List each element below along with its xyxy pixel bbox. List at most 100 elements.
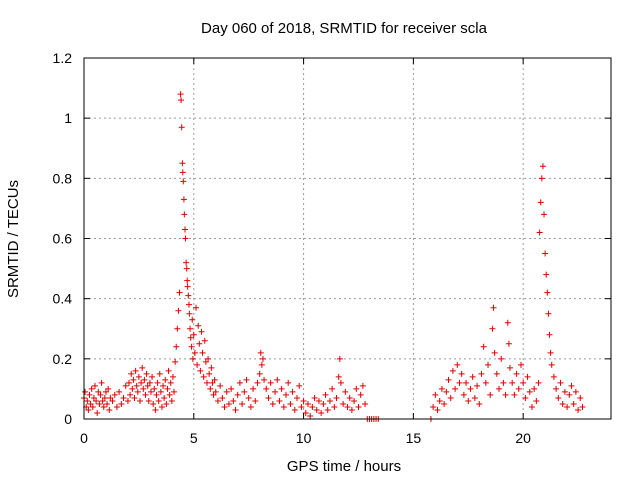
data-point-marker — [449, 367, 456, 374]
plot-area-frame — [83, 57, 612, 420]
data-point-marker — [217, 382, 224, 389]
y-tick-label: 0.4 — [53, 291, 73, 307]
data-point-marker — [138, 379, 145, 386]
data-point-marker — [90, 394, 97, 401]
data-point-marker — [163, 400, 170, 407]
data-point-marker — [219, 394, 226, 401]
data-point-marker — [256, 370, 263, 377]
data-point-marker — [139, 364, 146, 371]
data-point-marker — [230, 397, 237, 404]
data-point-marker — [566, 391, 573, 398]
data-point-marker — [194, 361, 201, 368]
data-point-marker — [124, 397, 131, 404]
data-point-marker — [291, 406, 298, 413]
data-point-marker — [463, 379, 470, 386]
data-point-marker — [320, 400, 327, 407]
data-point-marker — [458, 370, 465, 377]
y-tick-label: 0.6 — [53, 231, 73, 247]
data-point-marker — [476, 400, 483, 407]
data-point-marker — [153, 391, 160, 398]
data-point-marker — [474, 382, 481, 389]
data-point-marker — [511, 391, 518, 398]
data-point-marker — [478, 370, 485, 377]
data-point-marker — [134, 388, 141, 395]
data-point-marker — [447, 394, 454, 401]
data-point-marker — [171, 388, 178, 395]
data-point-marker — [353, 385, 360, 392]
data-point-marker — [202, 358, 209, 365]
data-point-marker — [337, 379, 344, 386]
data-point-marker — [254, 379, 261, 386]
data-point-marker — [135, 373, 142, 380]
data-point-marker — [180, 196, 187, 203]
data-point-marker — [207, 385, 214, 392]
data-point-marker — [443, 388, 450, 395]
data-point-marker — [315, 397, 322, 404]
data-point-marker — [568, 382, 575, 389]
data-point-marker — [107, 394, 114, 401]
data-point-marker — [491, 349, 498, 356]
data-point-marker — [187, 334, 194, 341]
data-point-marker — [247, 403, 254, 410]
data-point-marker — [164, 385, 171, 392]
data-point-marker — [326, 397, 333, 404]
y-tick-label: 1.2 — [53, 50, 73, 66]
data-point-marker — [120, 394, 127, 401]
data-point-marker — [146, 379, 153, 386]
data-point-marker — [174, 325, 181, 332]
data-point-marker — [250, 385, 257, 392]
data-point-marker — [149, 373, 156, 380]
data-point-marker — [184, 283, 191, 290]
data-point-marker — [161, 394, 168, 401]
y-tick-labels: 0 0.2 0.4 0.6 0.8 1 1.2 — [53, 50, 73, 427]
data-point-marker — [144, 382, 151, 389]
data-point-marker — [201, 337, 208, 344]
data-point-marker — [165, 367, 172, 374]
data-point-marker — [541, 211, 548, 218]
data-point-marker — [267, 379, 274, 386]
data-point-marker — [471, 394, 478, 401]
data-point-marker — [243, 376, 250, 383]
data-point-marker — [168, 397, 175, 404]
data-point-marker — [143, 370, 150, 377]
data-point-marker — [482, 379, 489, 386]
data-point-marker — [293, 394, 300, 401]
data-point-marker — [177, 91, 184, 98]
data-point-marker — [545, 310, 552, 317]
data-point-marker — [151, 385, 158, 392]
data-point-marker — [182, 235, 189, 242]
data-point-marker — [239, 400, 246, 407]
data-point-marker — [311, 394, 318, 401]
data-point-marker — [190, 331, 197, 338]
data-point-marker — [460, 391, 467, 398]
data-point-marker — [133, 382, 140, 389]
y-tick-label: 1 — [64, 110, 72, 126]
data-point-marker — [434, 406, 441, 413]
data-point-marker — [97, 391, 104, 398]
data-point-marker — [531, 385, 538, 392]
data-point-marker — [355, 403, 362, 410]
data-point-marker — [436, 397, 443, 404]
data-point-marker — [189, 355, 196, 362]
data-point-marker — [344, 403, 351, 410]
data-point-marker — [289, 388, 296, 395]
data-point-marker — [211, 376, 218, 383]
data-point-marker — [324, 406, 331, 413]
data-point-marker — [526, 388, 533, 395]
data-point-marker — [533, 397, 540, 404]
data-point-marker — [132, 367, 139, 374]
data-point-marker — [520, 379, 527, 386]
data-point-marker — [490, 304, 497, 311]
data-point-marker — [309, 403, 316, 410]
data-point-marker — [221, 403, 228, 410]
data-point-marker — [546, 331, 553, 338]
data-point-marker — [232, 406, 239, 413]
data-point-marker — [236, 379, 243, 386]
data-point-marker — [141, 376, 148, 383]
grid-lines — [84, 58, 611, 419]
data-point-marker — [180, 178, 187, 185]
data-point-marker — [298, 403, 305, 410]
x-tick-labels: 0 5 10 15 20 — [80, 430, 531, 446]
data-point-marker — [212, 388, 219, 395]
data-point-marker — [348, 406, 355, 413]
